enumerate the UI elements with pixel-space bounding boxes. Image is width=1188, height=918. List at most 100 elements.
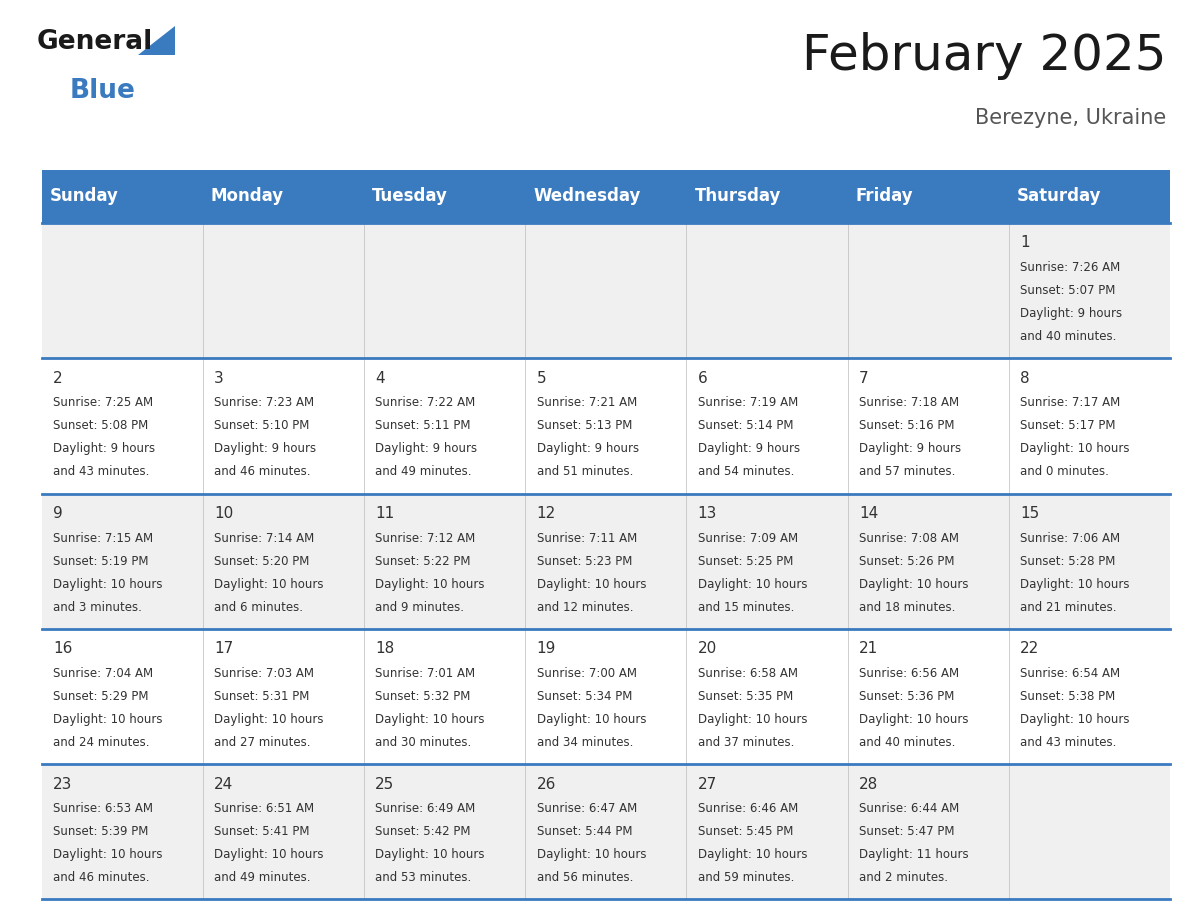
Text: Sunset: 5:23 PM: Sunset: 5:23 PM <box>537 554 632 567</box>
Text: Daylight: 10 hours: Daylight: 10 hours <box>53 713 163 726</box>
Text: 19: 19 <box>537 641 556 656</box>
Text: Sunrise: 6:46 AM: Sunrise: 6:46 AM <box>697 802 798 815</box>
Text: and 56 minutes.: and 56 minutes. <box>537 871 633 884</box>
FancyBboxPatch shape <box>42 494 1170 629</box>
Text: Sunrise: 7:15 AM: Sunrise: 7:15 AM <box>53 532 153 544</box>
Text: Daylight: 10 hours: Daylight: 10 hours <box>375 713 485 726</box>
Text: 13: 13 <box>697 506 718 521</box>
Text: Sunset: 5:32 PM: Sunset: 5:32 PM <box>375 690 470 703</box>
Text: Sunset: 5:42 PM: Sunset: 5:42 PM <box>375 825 470 838</box>
Text: 24: 24 <box>214 777 233 791</box>
Text: 1: 1 <box>1020 235 1030 251</box>
Text: Sunset: 5:08 PM: Sunset: 5:08 PM <box>53 420 148 432</box>
Text: Sunset: 5:14 PM: Sunset: 5:14 PM <box>697 420 794 432</box>
Text: Daylight: 9 hours: Daylight: 9 hours <box>375 442 478 455</box>
Text: Daylight: 10 hours: Daylight: 10 hours <box>214 848 323 861</box>
Text: Sunrise: 6:44 AM: Sunrise: 6:44 AM <box>859 802 959 815</box>
Text: Daylight: 10 hours: Daylight: 10 hours <box>375 848 485 861</box>
Text: and 34 minutes.: and 34 minutes. <box>537 736 633 749</box>
Text: 28: 28 <box>859 777 878 791</box>
Text: Sunset: 5:16 PM: Sunset: 5:16 PM <box>859 420 954 432</box>
Text: Daylight: 10 hours: Daylight: 10 hours <box>859 577 968 590</box>
Text: 27: 27 <box>697 777 718 791</box>
Text: Sunrise: 6:54 AM: Sunrise: 6:54 AM <box>1020 666 1120 680</box>
Text: Sunrise: 6:49 AM: Sunrise: 6:49 AM <box>375 802 475 815</box>
Text: and 3 minutes.: and 3 minutes. <box>53 600 141 613</box>
Text: Sunset: 5:19 PM: Sunset: 5:19 PM <box>53 554 148 567</box>
Text: 6: 6 <box>697 371 708 386</box>
Text: and 46 minutes.: and 46 minutes. <box>53 871 150 884</box>
Text: Sunset: 5:39 PM: Sunset: 5:39 PM <box>53 825 148 838</box>
Text: 20: 20 <box>697 641 718 656</box>
Text: Daylight: 10 hours: Daylight: 10 hours <box>53 577 163 590</box>
Text: Sunrise: 7:25 AM: Sunrise: 7:25 AM <box>53 397 153 409</box>
Text: Sunrise: 7:00 AM: Sunrise: 7:00 AM <box>537 666 637 680</box>
Text: Sunset: 5:47 PM: Sunset: 5:47 PM <box>859 825 954 838</box>
Text: and 9 minutes.: and 9 minutes. <box>375 600 465 613</box>
Text: 8: 8 <box>1020 371 1030 386</box>
Text: and 57 minutes.: and 57 minutes. <box>859 465 955 478</box>
Text: and 15 minutes.: and 15 minutes. <box>697 600 794 613</box>
Text: Sunset: 5:31 PM: Sunset: 5:31 PM <box>214 690 309 703</box>
Text: Sunset: 5:22 PM: Sunset: 5:22 PM <box>375 554 470 567</box>
Text: Daylight: 10 hours: Daylight: 10 hours <box>697 848 808 861</box>
Text: and 18 minutes.: and 18 minutes. <box>859 600 955 613</box>
Polygon shape <box>138 26 175 55</box>
Text: and 46 minutes.: and 46 minutes. <box>214 465 310 478</box>
Text: Daylight: 9 hours: Daylight: 9 hours <box>537 442 639 455</box>
Text: Daylight: 10 hours: Daylight: 10 hours <box>214 577 323 590</box>
Text: Sunset: 5:28 PM: Sunset: 5:28 PM <box>1020 554 1116 567</box>
Text: and 0 minutes.: and 0 minutes. <box>1020 465 1110 478</box>
Text: 2: 2 <box>53 371 63 386</box>
Text: Tuesday: Tuesday <box>372 187 448 206</box>
Text: Sunset: 5:36 PM: Sunset: 5:36 PM <box>859 690 954 703</box>
Text: 12: 12 <box>537 506 556 521</box>
Text: Sunrise: 7:03 AM: Sunrise: 7:03 AM <box>214 666 314 680</box>
Text: Monday: Monday <box>211 187 284 206</box>
Text: Friday: Friday <box>855 187 914 206</box>
Text: Daylight: 9 hours: Daylight: 9 hours <box>53 442 154 455</box>
Text: and 30 minutes.: and 30 minutes. <box>375 736 472 749</box>
Text: Sunrise: 6:51 AM: Sunrise: 6:51 AM <box>214 802 314 815</box>
Text: Sunrise: 7:11 AM: Sunrise: 7:11 AM <box>537 532 637 544</box>
FancyBboxPatch shape <box>42 765 1170 900</box>
Text: Saturday: Saturday <box>1017 187 1101 206</box>
Text: Sunrise: 6:53 AM: Sunrise: 6:53 AM <box>53 802 153 815</box>
Text: Sunrise: 6:47 AM: Sunrise: 6:47 AM <box>537 802 637 815</box>
Text: 18: 18 <box>375 641 394 656</box>
Text: Sunrise: 7:26 AM: Sunrise: 7:26 AM <box>1020 261 1120 274</box>
Text: 22: 22 <box>1020 641 1040 656</box>
Text: Daylight: 9 hours: Daylight: 9 hours <box>697 442 800 455</box>
FancyBboxPatch shape <box>42 358 1170 494</box>
FancyBboxPatch shape <box>42 629 1170 765</box>
Text: Daylight: 9 hours: Daylight: 9 hours <box>859 442 961 455</box>
Text: Sunset: 5:26 PM: Sunset: 5:26 PM <box>859 554 954 567</box>
Text: 7: 7 <box>859 371 868 386</box>
Text: and 27 minutes.: and 27 minutes. <box>214 736 310 749</box>
Text: Sunset: 5:07 PM: Sunset: 5:07 PM <box>1020 284 1116 297</box>
Text: and 43 minutes.: and 43 minutes. <box>1020 736 1117 749</box>
Text: Sunrise: 7:18 AM: Sunrise: 7:18 AM <box>859 397 959 409</box>
Text: General: General <box>37 29 153 55</box>
Text: Daylight: 10 hours: Daylight: 10 hours <box>1020 713 1130 726</box>
Text: 14: 14 <box>859 506 878 521</box>
Text: and 12 minutes.: and 12 minutes. <box>537 600 633 613</box>
Text: Daylight: 9 hours: Daylight: 9 hours <box>214 442 316 455</box>
Text: 9: 9 <box>53 506 63 521</box>
Text: Sunset: 5:41 PM: Sunset: 5:41 PM <box>214 825 310 838</box>
Text: and 43 minutes.: and 43 minutes. <box>53 465 150 478</box>
Text: Daylight: 10 hours: Daylight: 10 hours <box>697 713 808 726</box>
Text: Sunset: 5:34 PM: Sunset: 5:34 PM <box>537 690 632 703</box>
Text: and 24 minutes.: and 24 minutes. <box>53 736 150 749</box>
Text: and 37 minutes.: and 37 minutes. <box>697 736 794 749</box>
Text: Sunrise: 7:23 AM: Sunrise: 7:23 AM <box>214 397 314 409</box>
Text: Daylight: 9 hours: Daylight: 9 hours <box>1020 307 1123 320</box>
Text: February 2025: February 2025 <box>802 32 1167 80</box>
Text: Sunset: 5:20 PM: Sunset: 5:20 PM <box>214 554 309 567</box>
Text: and 49 minutes.: and 49 minutes. <box>214 871 310 884</box>
Text: Sunset: 5:25 PM: Sunset: 5:25 PM <box>697 554 794 567</box>
Text: 11: 11 <box>375 506 394 521</box>
Text: Thursday: Thursday <box>695 187 781 206</box>
Text: Daylight: 10 hours: Daylight: 10 hours <box>537 713 646 726</box>
Text: Berezyne, Ukraine: Berezyne, Ukraine <box>975 108 1167 129</box>
